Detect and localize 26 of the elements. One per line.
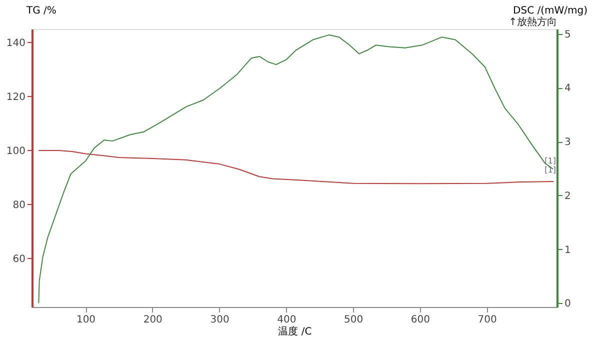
- y2-tick-label: 4: [564, 83, 571, 94]
- x-tick-label: 400: [277, 314, 296, 326]
- y-tick-label: 100: [6, 146, 26, 157]
- x-tick-label: 300: [210, 314, 230, 326]
- x-tick-label: 500: [344, 314, 364, 326]
- y2-axis-title: DSC /(mW/mg): [513, 6, 588, 16]
- annotation: [1]: [544, 156, 556, 166]
- y-tick-label: 80: [12, 200, 26, 211]
- y-axis-title: TG /%: [26, 6, 56, 16]
- y-tick-label: 140: [6, 38, 26, 49]
- x-tick-label: 200: [143, 314, 162, 326]
- annotation: [1]: [544, 166, 556, 175]
- y2-tick-label: 0: [564, 298, 571, 310]
- y2-tick-label: 1: [564, 244, 571, 256]
- y2-tick-label: 3: [564, 137, 571, 148]
- line-series: [38, 150, 554, 184]
- y2-tick-label: 2: [564, 190, 571, 202]
- x-tick-label: 100: [76, 314, 96, 326]
- x-tick-label: 700: [478, 314, 497, 326]
- text: ↑放熱方向: [508, 16, 557, 28]
- x-tick-label: 600: [410, 314, 430, 326]
- x-axis-title: 温度 /C: [278, 326, 312, 338]
- y-tick-label: 60: [12, 254, 26, 265]
- y-tick-label: 120: [6, 92, 26, 103]
- line-series: [38, 34, 554, 304]
- y2-tick-label: 5: [564, 29, 571, 40]
